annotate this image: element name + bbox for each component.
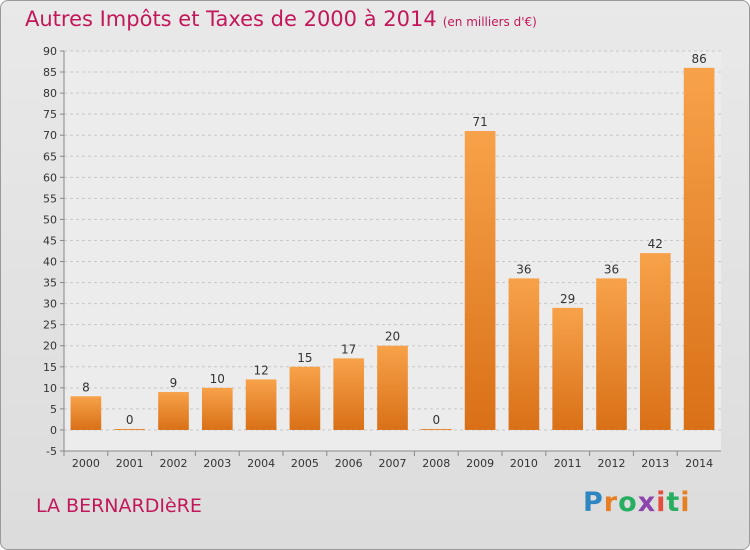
bar-2012 (596, 278, 627, 430)
commune-name: LA BERNARDIèRE (36, 495, 202, 517)
data-label-2012: 36 (604, 262, 619, 276)
x-axis-ticks: 2000 2001 2002 2003 2004 2005 2006 2007 2008 2009… (63, 451, 713, 470)
x-tick-label-2002: 2002 (160, 457, 188, 470)
data-label-2002: 9 (170, 376, 178, 390)
data-label-2000: 8 (82, 380, 90, 394)
bar-2008 (420, 428, 452, 430)
logo-letter: x (637, 487, 657, 518)
chart-title: Autres Impôts et Taxes de 2000 à 2014 (en… (25, 7, 537, 31)
data-label-2013: 42 (648, 237, 663, 251)
bar-2001 (114, 428, 146, 430)
data-label-2011: 29 (560, 292, 575, 306)
x-tick-label-2011: 2011 (554, 457, 582, 470)
y-tick-label: 60 (43, 171, 57, 184)
logo-letter: r (603, 487, 619, 518)
bar-2013 (639, 253, 671, 430)
y-tick-label: 70 (43, 129, 57, 142)
logo-letter: o (618, 487, 638, 518)
logo-letter: P (583, 487, 604, 518)
x-tick-label-2013: 2013 (641, 457, 669, 470)
data-label-2009: 71 (472, 115, 487, 129)
y-axis-ticks: -5 0 5 10 15 20 25 30 35 40 45 50 55 60 65 70 75 80 85 90 (43, 45, 64, 458)
y-tick-label: 45 (43, 234, 57, 247)
bar-2006 (333, 358, 365, 430)
bar-2010 (508, 278, 540, 430)
y-tick-label: 35 (43, 277, 57, 290)
x-tick-label-2000: 2000 (72, 457, 100, 470)
y-tick-label: 80 (43, 87, 57, 100)
y-tick-label: 30 (43, 298, 57, 311)
y-tick-label: 40 (43, 256, 57, 269)
x-tick-label-2008: 2008 (422, 457, 450, 470)
data-label-2014: 86 (691, 52, 706, 66)
x-tick-label-2005: 2005 (291, 457, 319, 470)
y-tick-label: -5 (46, 445, 57, 458)
y-tick-label: 55 (43, 192, 57, 205)
data-label-2008: 0 (432, 413, 440, 427)
proxiti-logo: Proxiti (583, 487, 691, 518)
bar-2003 (201, 387, 233, 430)
data-labels: 8 0 9 10 12 15 17 20 0 71 36 29 36 42 86 (82, 52, 707, 427)
logo-letter: t (666, 487, 681, 518)
data-label-2004: 12 (253, 363, 268, 377)
y-tick-label: 0 (50, 424, 57, 437)
x-tick-label-2006: 2006 (335, 457, 363, 470)
data-label-2007: 20 (385, 330, 400, 344)
bar-2011 (552, 307, 584, 430)
data-label-2005: 15 (297, 351, 312, 365)
x-tick-label-2001: 2001 (116, 457, 144, 470)
bars (70, 67, 715, 430)
bar-2005 (289, 366, 321, 430)
bar-2009 (464, 131, 496, 430)
data-label-2010: 36 (516, 262, 531, 276)
chart-title-text: Autres Impôts et Taxes de 2000 à 2014 (25, 7, 437, 31)
x-tick-label-2014: 2014 (685, 457, 713, 470)
bar-2014 (683, 67, 715, 430)
y-tick-label: 25 (43, 319, 57, 332)
data-label-2001: 0 (126, 413, 134, 427)
bar-2000 (70, 396, 102, 430)
x-tick-label-2010: 2010 (510, 457, 538, 470)
x-tick-label-2007: 2007 (379, 457, 407, 470)
y-tick-label: 85 (43, 66, 57, 79)
data-label-2003: 10 (210, 372, 225, 386)
x-tick-label-2004: 2004 (247, 457, 275, 470)
chart-title-unit: (en milliers d'€) (442, 15, 537, 29)
y-tick-label: 20 (43, 340, 57, 353)
y-tick-label: 50 (43, 213, 57, 226)
logo-letter: i (656, 487, 667, 518)
y-tick-label: 75 (43, 108, 57, 121)
y-tick-label: 90 (43, 45, 57, 58)
bar-2002 (158, 392, 189, 430)
data-label-2006: 17 (341, 342, 356, 356)
x-tick-label-2009: 2009 (466, 457, 494, 470)
y-tick-label: 10 (43, 382, 57, 395)
x-tick-label-2012: 2012 (598, 457, 626, 470)
bar-2007 (377, 345, 408, 430)
logo-letter: i (680, 487, 691, 518)
bar-2004 (245, 379, 277, 430)
x-tick-label-2003: 2003 (203, 457, 231, 470)
y-tick-label: 65 (43, 150, 57, 163)
y-tick-label: 5 (50, 403, 57, 416)
y-tick-label: 15 (43, 361, 57, 374)
